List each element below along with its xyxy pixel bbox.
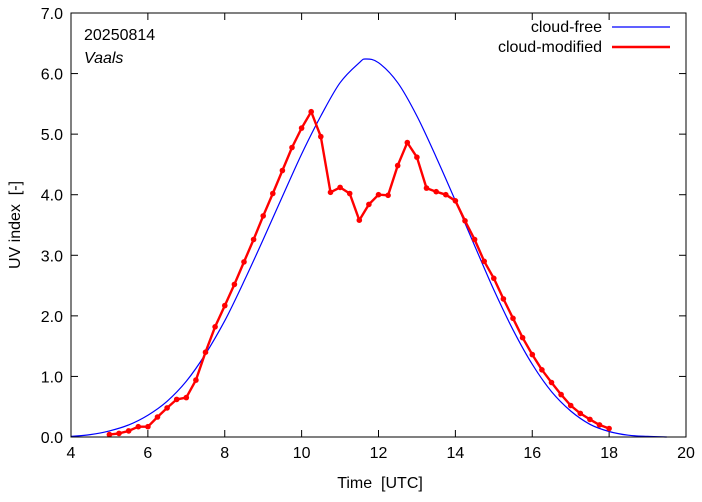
data-point-cloud-modified (529, 351, 536, 358)
series-layer (70, 58, 667, 438)
y-axis-label: UV index [-] (7, 181, 24, 269)
data-point-cloud-modified (356, 217, 363, 223)
y-tick-label: 7.0 (41, 6, 63, 23)
y-tick-label: 5.0 (41, 127, 63, 144)
data-point-cloud-modified (558, 391, 564, 398)
axis-ticks: 4 6 8 10 12 14 16 18 20 0.0 1.0 2.0 3.0 4.0 5.0 6.0 7.0 (41, 6, 695, 462)
series-line-cloud-modified (109, 110, 610, 436)
x-axis-label: Time [UTC] (337, 475, 423, 492)
data-point-cloud-modified (154, 414, 161, 420)
data-point-cloud-modified (587, 416, 593, 423)
data-point-cloud-modified (567, 402, 574, 409)
data-point-cloud-modified (452, 198, 459, 204)
data-point-cloud-modified (577, 410, 584, 417)
y-tick-label: 1.0 (41, 369, 63, 386)
data-point-cloud-modified (260, 213, 267, 219)
data-point-cloud-modified (414, 154, 420, 160)
data-point-cloud-modified (327, 189, 334, 196)
legend-label-cloud-modified: cloud-modified (498, 39, 602, 56)
date-annotation: 20250814 (84, 27, 155, 44)
data-point-cloud-modified (443, 191, 449, 198)
data-point-cloud-modified (250, 236, 257, 243)
y-tick-label: 3.0 (41, 248, 63, 265)
data-point-cloud-modified (548, 379, 555, 386)
data-point-cloud-modified (606, 425, 612, 432)
data-point-cloud-modified (116, 430, 122, 437)
x-tick-label: 10 (293, 445, 311, 462)
data-point-cloud-modified (404, 139, 411, 146)
series-line-cloud-free (70, 58, 667, 438)
data-point-cloud-modified (183, 394, 190, 401)
data-point-cloud-modified (241, 259, 247, 265)
data-point-cloud-modified (346, 190, 353, 197)
location-annotation: Vaals (84, 50, 123, 67)
data-point-cloud-modified (106, 431, 113, 438)
data-point-cloud-modified (202, 349, 209, 356)
data-point-cloud-modified (125, 428, 132, 434)
data-point-cloud-modified (279, 167, 286, 174)
data-point-cloud-modified (318, 133, 324, 140)
y-tick-label: 4.0 (41, 188, 63, 205)
data-point-cloud-modified (135, 423, 142, 430)
data-point-cloud-modified (212, 324, 218, 330)
data-point-cloud-modified (539, 367, 545, 373)
x-tick-label: 6 (143, 445, 152, 462)
legend: cloud-free cloud-modified (498, 19, 670, 56)
data-point-cloud-modified (193, 377, 199, 383)
y-tick-label: 0.0 (41, 430, 63, 447)
legend-label-cloud-free: cloud-free (531, 19, 602, 36)
data-point-cloud-modified (481, 258, 488, 265)
data-point-cloud-modified (471, 236, 478, 243)
data-point-cloud-modified (596, 422, 603, 428)
x-tick-label: 8 (220, 445, 229, 462)
data-point-cloud-modified (433, 188, 440, 195)
x-tick-label: 18 (600, 445, 618, 462)
plot-frame (70, 12, 687, 438)
x-tick-label: 14 (446, 445, 464, 462)
data-point-cloud-modified (164, 405, 170, 411)
data-point-cloud-modified (510, 315, 516, 322)
data-point-cloud-modified (145, 423, 151, 430)
data-point-cloud-modified (394, 162, 401, 169)
data-point-cloud-modified (270, 190, 276, 197)
data-point-cloud-modified (222, 302, 228, 309)
data-point-cloud-modified (385, 192, 391, 199)
data-point-cloud-modified (423, 185, 430, 191)
data-point-cloud-modified (173, 396, 180, 403)
x-tick-label: 4 (67, 445, 76, 462)
data-point-cloud-modified (519, 334, 526, 341)
data-point-cloud-modified (375, 191, 382, 198)
data-point-cloud-modified (500, 296, 507, 302)
data-point-cloud-modified (337, 184, 343, 191)
data-point-cloud-modified (366, 201, 372, 208)
data-point-cloud-modified (308, 108, 315, 115)
data-point-cloud-modified (462, 218, 468, 224)
data-point-cloud-modified (231, 281, 238, 288)
data-point-cloud-modified (298, 125, 305, 131)
y-tick-label: 6.0 (41, 67, 63, 84)
x-tick-label: 12 (370, 445, 388, 462)
data-point-cloud-modified (491, 275, 497, 282)
data-point-cloud-modified (289, 144, 295, 151)
x-tick-label: 20 (677, 445, 695, 462)
x-tick-label: 16 (523, 445, 541, 462)
y-tick-label: 2.0 (41, 309, 63, 326)
